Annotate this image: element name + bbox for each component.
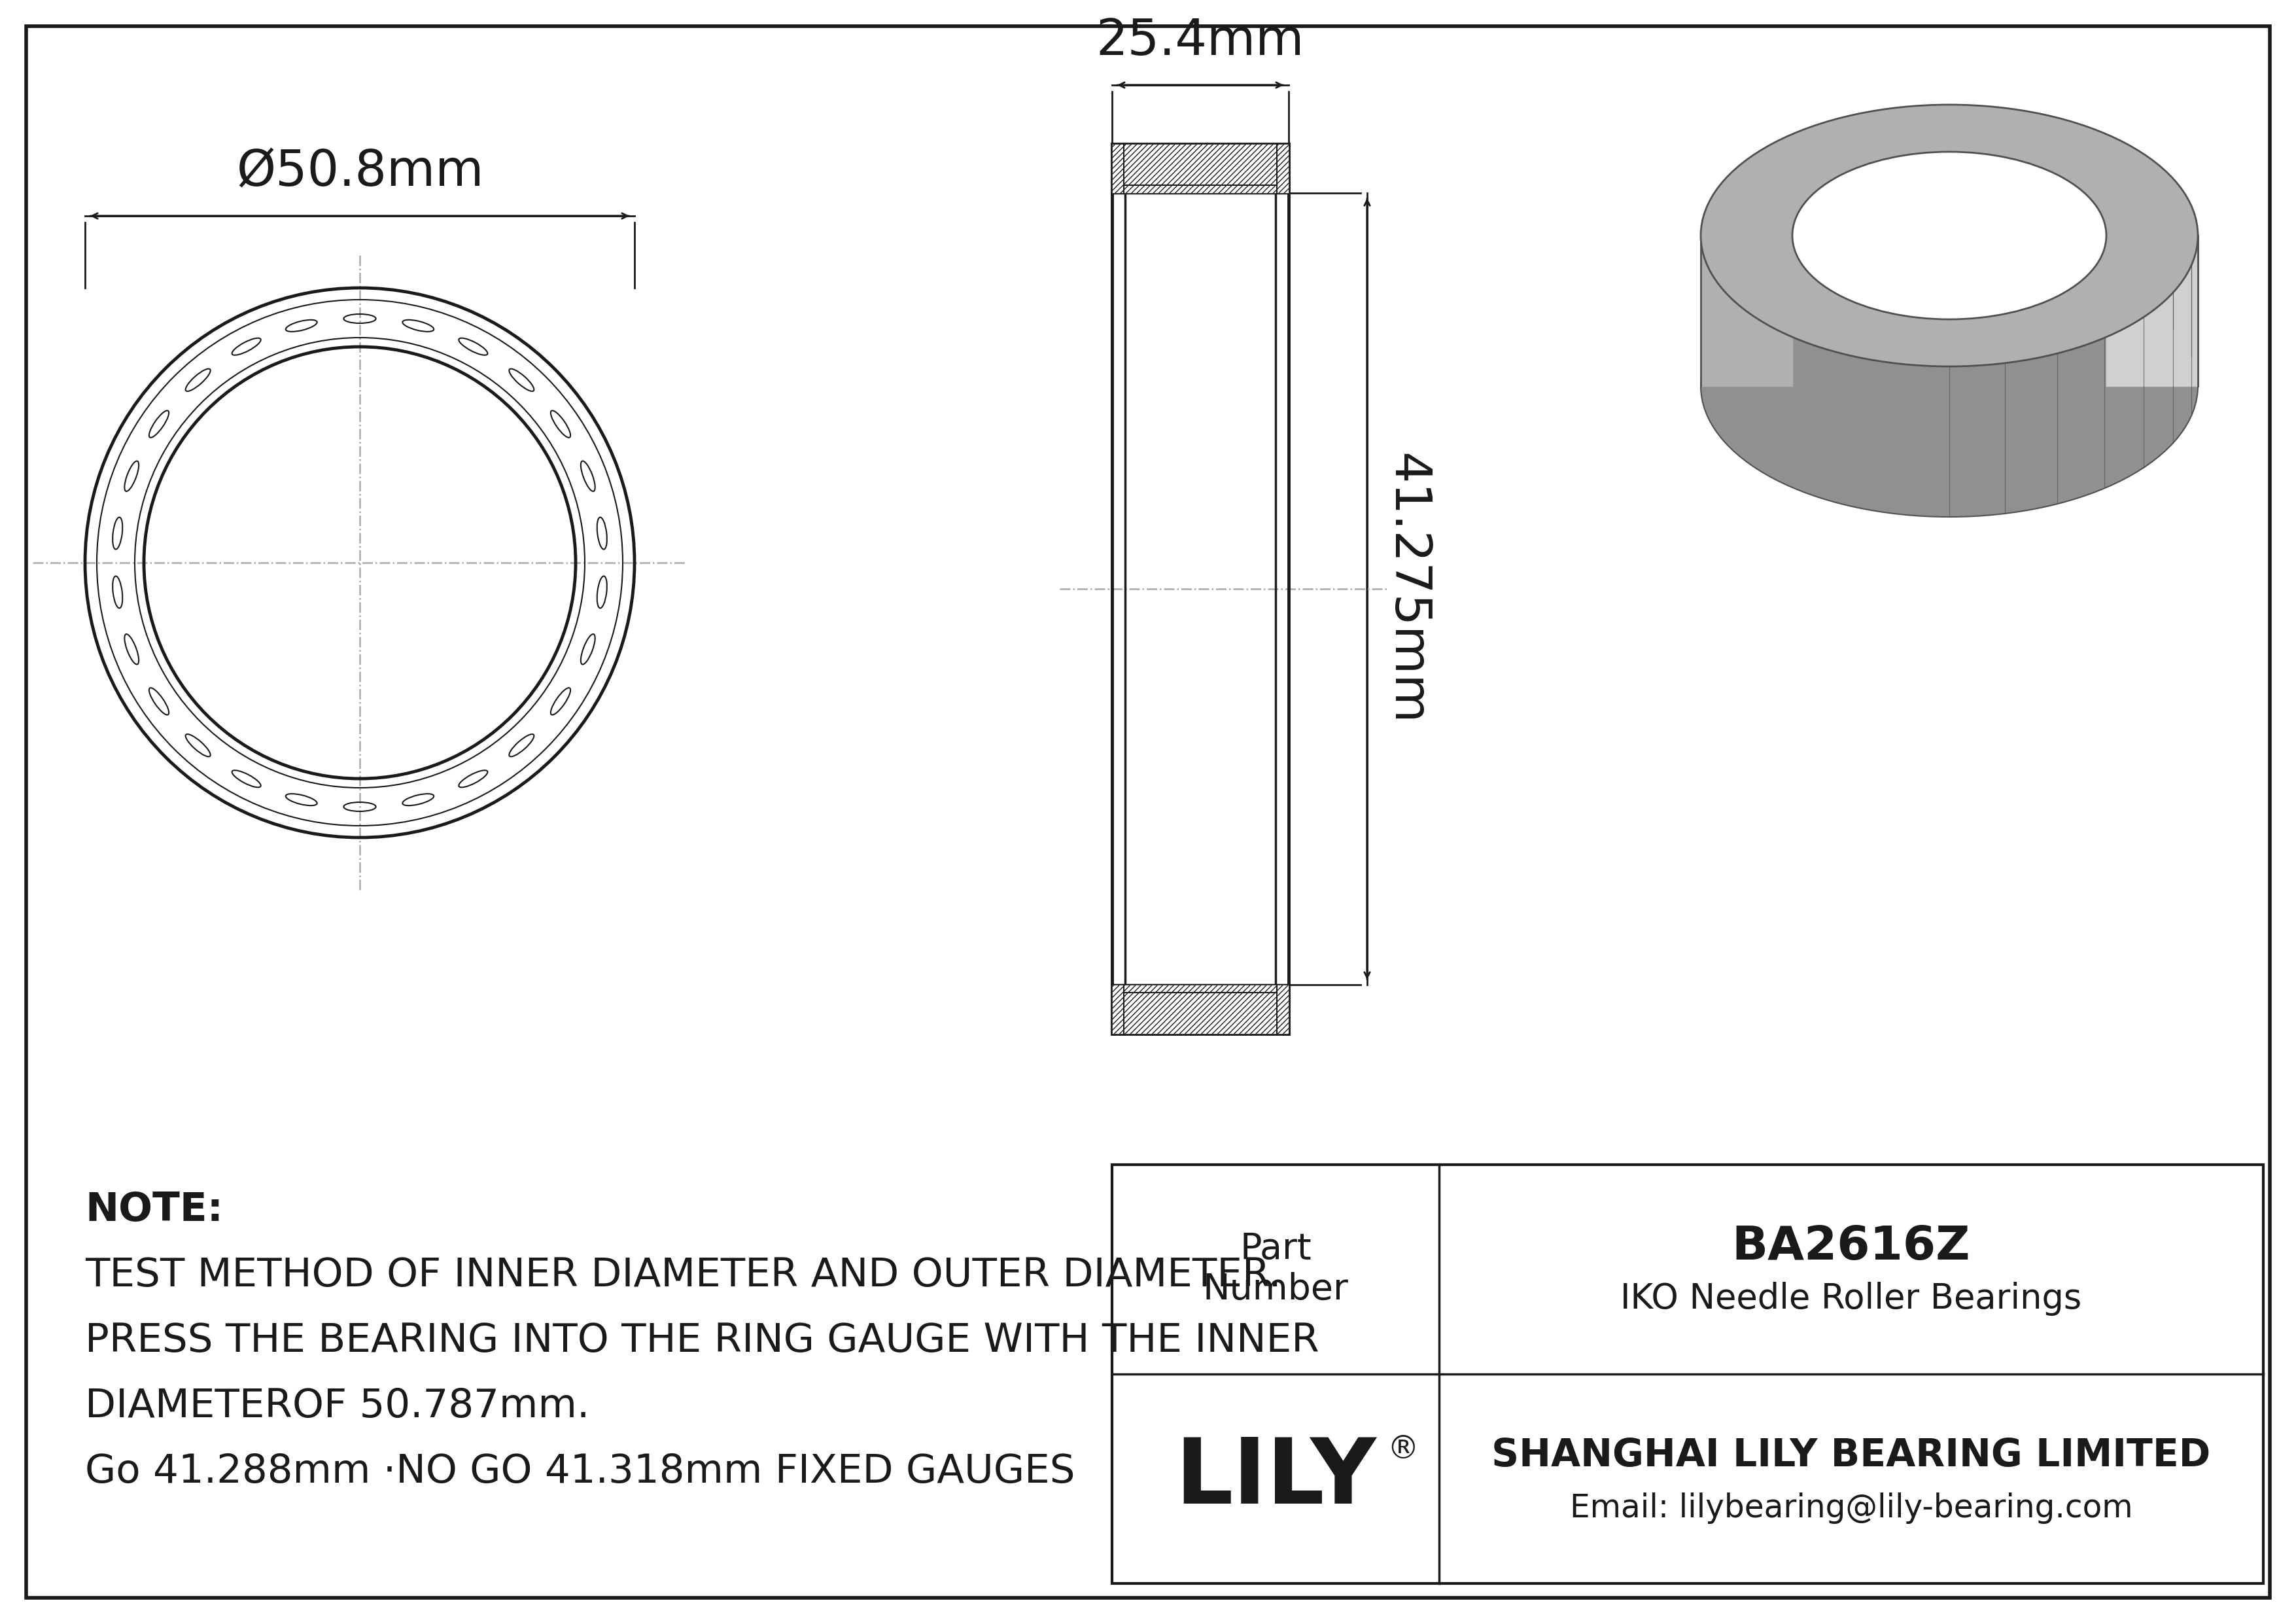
Text: DIAMETEROF 50.787mm.: DIAMETEROF 50.787mm. [85, 1387, 590, 1426]
Text: Email: lilybearing@lily-bearing.com: Email: lilybearing@lily-bearing.com [1570, 1492, 2133, 1523]
Ellipse shape [1793, 151, 2105, 320]
Bar [1111, 145, 1288, 193]
Text: 25.4mm: 25.4mm [1095, 16, 1304, 65]
Text: SHANGHAI LILY BEARING LIMITED: SHANGHAI LILY BEARING LIMITED [1492, 1437, 2211, 1475]
Bar [1111, 984, 1288, 1034]
Text: TEST METHOD OF INNER DIAMETER AND OUTER DIAMETER.: TEST METHOD OF INNER DIAMETER AND OUTER … [85, 1257, 1281, 1294]
Polygon shape [1701, 235, 1793, 387]
Text: BA2616Z: BA2616Z [1731, 1224, 1970, 1268]
Polygon shape [2105, 235, 2197, 387]
Bar [1111, 145, 1288, 1034]
Text: Go 41.288mm ·NO GO 41.318mm FIXED GAUGES: Go 41.288mm ·NO GO 41.318mm FIXED GAUGES [85, 1452, 1075, 1491]
Text: NOTE:: NOTE: [85, 1190, 223, 1229]
Bar [1111, 1164, 2264, 1583]
Text: ®: ® [1387, 1434, 1419, 1465]
Text: Ø50.8mm: Ø50.8mm [236, 148, 484, 197]
Ellipse shape [1701, 255, 2197, 516]
Text: LILY: LILY [1176, 1434, 1375, 1523]
Text: IKO Needle Roller Bearings: IKO Needle Roller Bearings [1621, 1281, 2082, 1315]
Text: Part
Number: Part Number [1203, 1231, 1348, 1307]
Text: 41.275mm: 41.275mm [1382, 453, 1430, 724]
Text: PRESS THE BEARING INTO THE RING GAUGE WITH THE INNER: PRESS THE BEARING INTO THE RING GAUGE WI… [85, 1322, 1320, 1361]
Ellipse shape [1701, 104, 2197, 367]
